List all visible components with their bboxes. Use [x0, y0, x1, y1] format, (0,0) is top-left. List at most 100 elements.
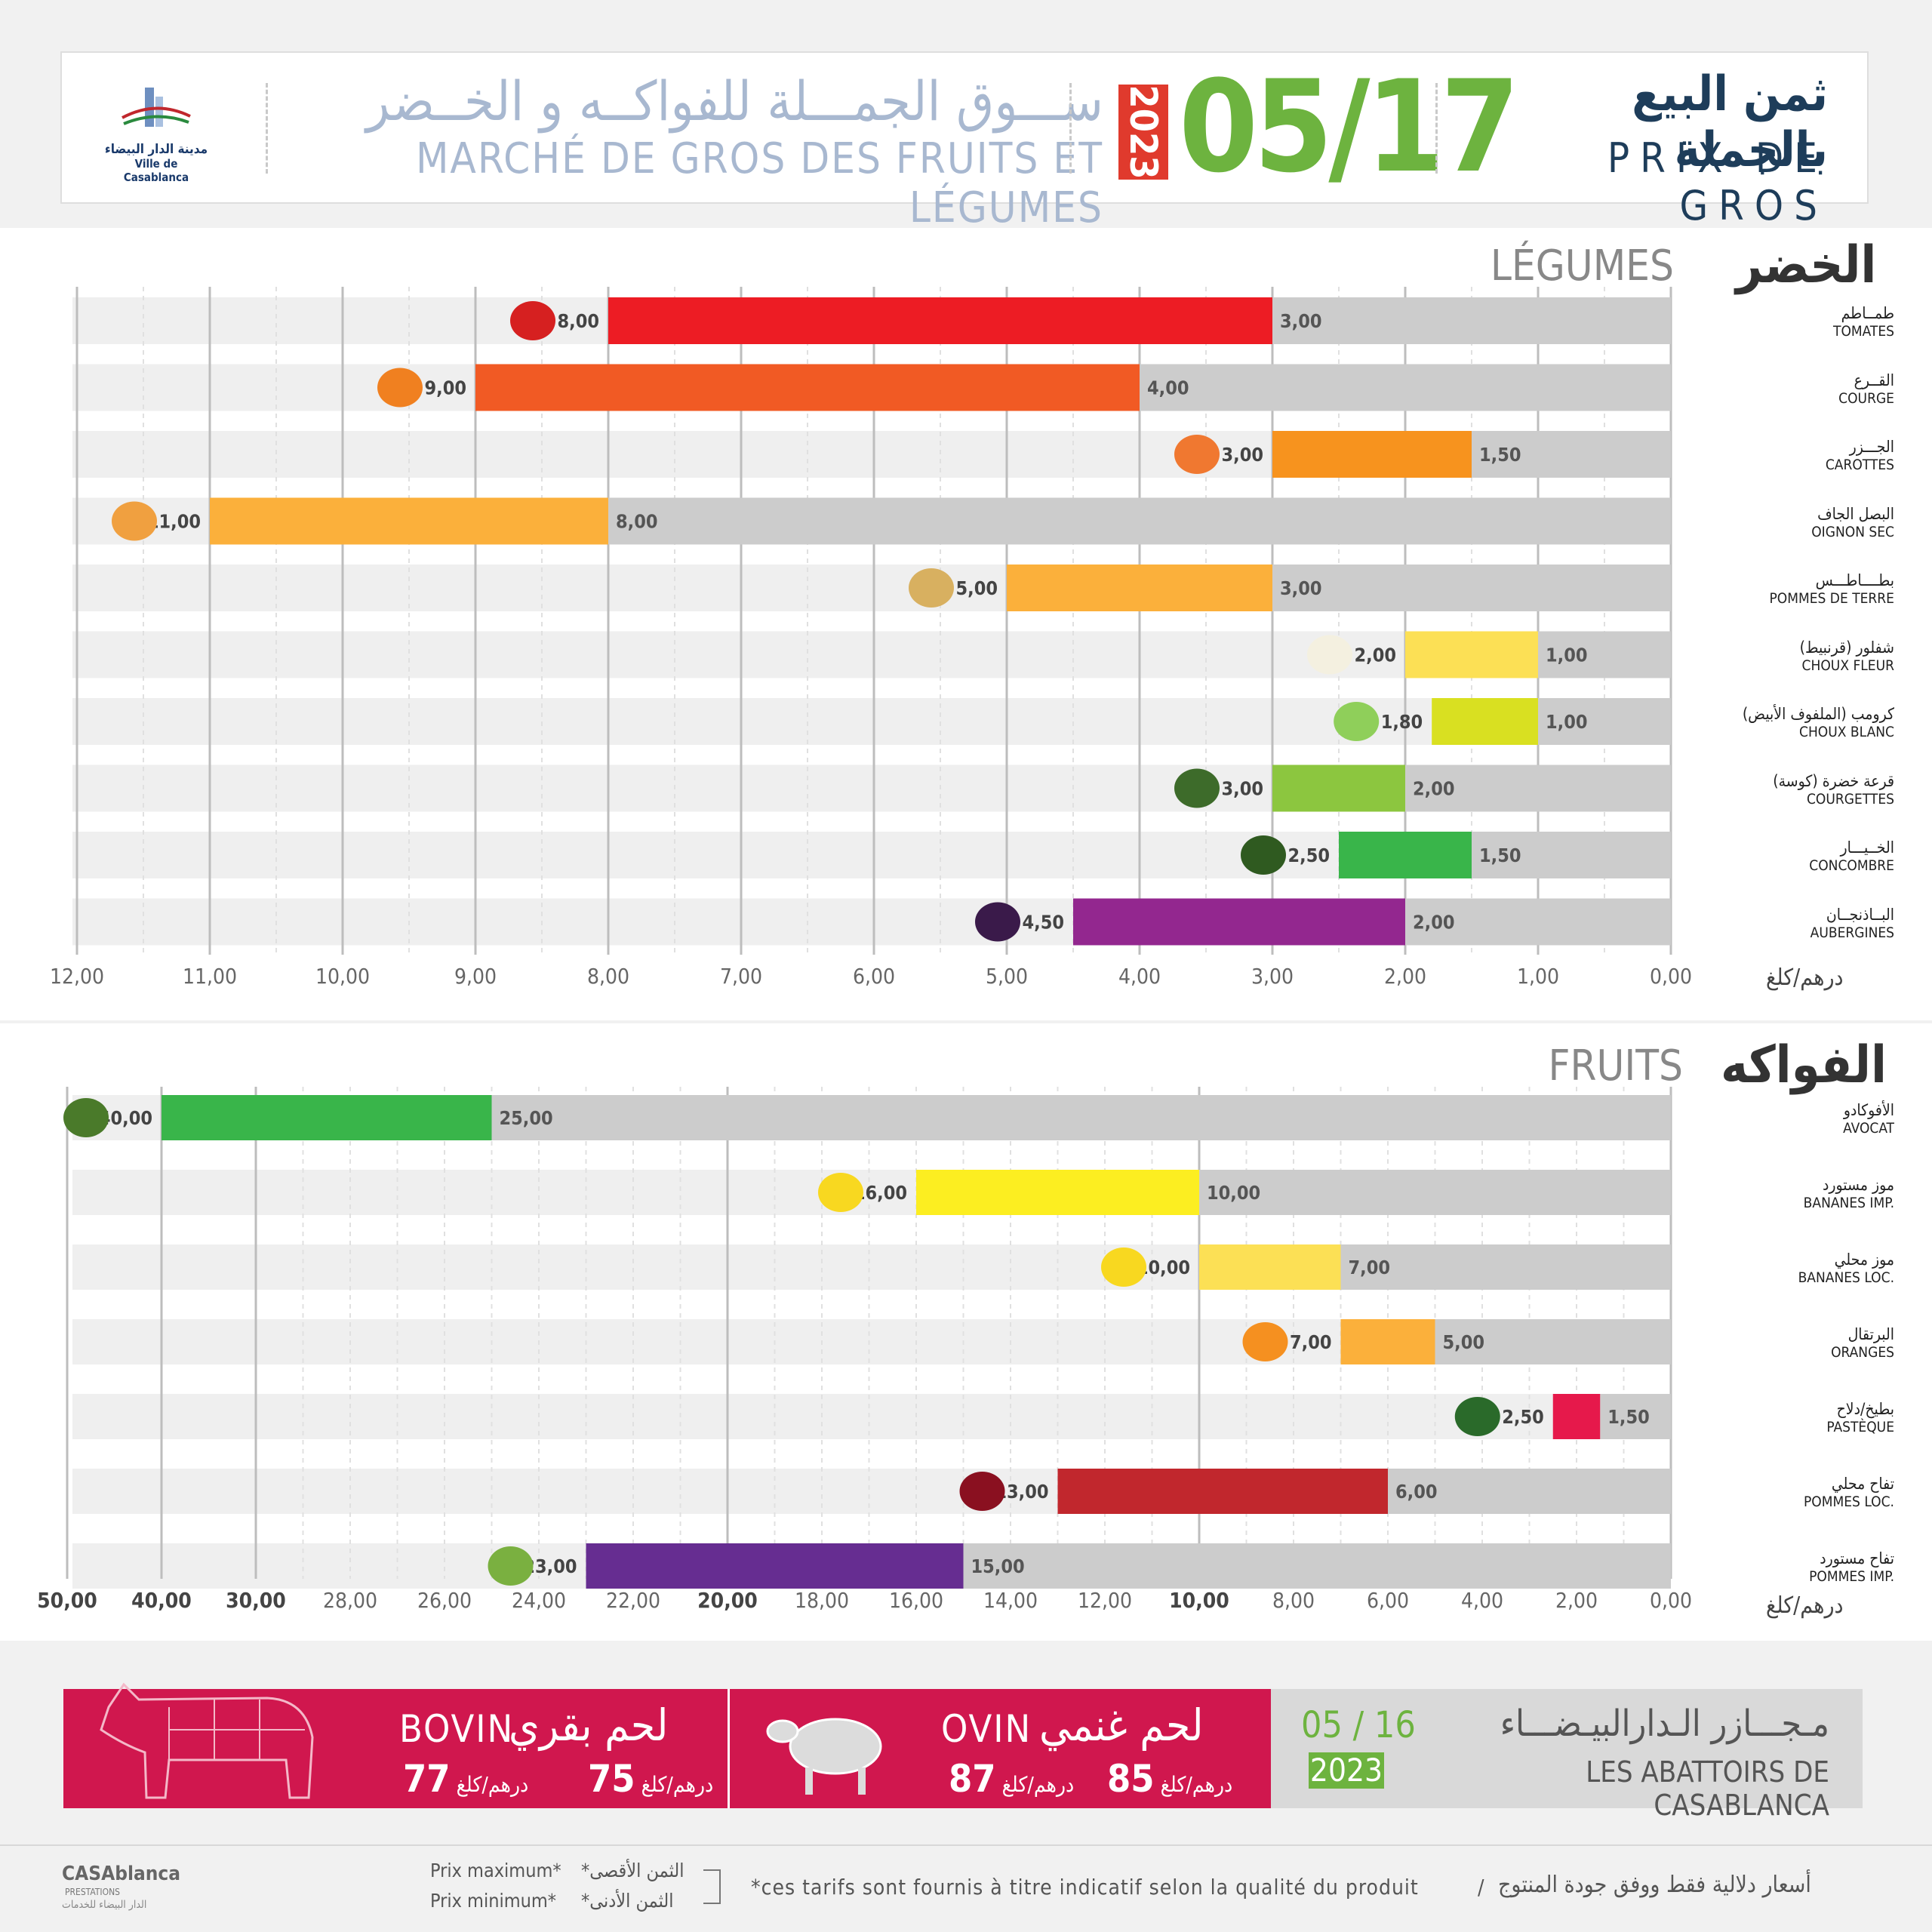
- zucchini-icon: [1174, 768, 1220, 808]
- abattoirs-title-fr: LES ABATTOIRS DE CASABLANCA: [1586, 1755, 1829, 1822]
- casablanca-logo: مدينة الدار البيضاء Ville de Casablanca: [103, 83, 209, 184]
- divider: [1069, 83, 1072, 174]
- tick-label: 30,00: [226, 1588, 286, 1613]
- logo-text-fr: Ville de Casablanca: [123, 157, 189, 184]
- tick-label: 2,00: [1555, 1588, 1598, 1613]
- vegetables-chart: 3,00 8,00 4,00 9,00 1,50 3,00 8,00 11,00 3,00 5,0…: [50, 287, 1692, 989]
- abattoirs-date: 05 / 16: [1301, 1704, 1416, 1746]
- cow-icon: [100, 1682, 314, 1799]
- tick-label: 14,00: [983, 1588, 1038, 1613]
- row-label-ar: قرعة خضرة (كوسة): [1773, 771, 1894, 790]
- min-price-label: 6,00: [1395, 1481, 1438, 1503]
- row-label: بطيخ/دلاح PASTÈQUE: [1826, 1400, 1894, 1436]
- tick-label: 6,00: [1367, 1588, 1409, 1613]
- row-label-ar: الجـــزر: [1849, 438, 1894, 456]
- bovin-max: 77: [403, 1757, 451, 1801]
- min-price-bar: [963, 1543, 1671, 1589]
- row-label-fr: ORANGES: [1831, 1344, 1894, 1361]
- row-label: البــاذنجــان AUBERGINES: [1810, 906, 1894, 942]
- row-label-ar: كرومب (الملفوف الأبيض): [1742, 705, 1894, 723]
- price-range-bar: [608, 297, 1272, 344]
- tick-label: 8,00: [1272, 1588, 1315, 1613]
- min-price-bar: [1600, 1394, 1671, 1439]
- tick-label: 28,00: [323, 1588, 377, 1613]
- footer-brand: CASAblanca: [62, 1863, 181, 1885]
- tick-label: 4,00: [1118, 964, 1161, 989]
- min-price-label: 8,00: [616, 511, 658, 533]
- price-range-bar: [162, 1095, 492, 1140]
- tick-label: 24,00: [512, 1588, 566, 1613]
- min-price-bar: [1472, 832, 1671, 878]
- row-label-fr: AVOCAT: [1843, 1120, 1894, 1137]
- row-label-ar: بطيخ/دلاح: [1836, 1400, 1894, 1418]
- min-price-label: 3,00: [1280, 310, 1322, 332]
- row-label: طمــاطم TOMATES: [1833, 304, 1894, 340]
- abattoirs-panel: 05 / 16 2023 مـجـــازر الـدارالبيـضـــاء…: [1271, 1689, 1863, 1822]
- footer-divider: [0, 1844, 1932, 1846]
- cucumber-icon: [1241, 835, 1286, 875]
- min-price-label: 3,00: [1280, 577, 1322, 599]
- footer-note: *ces tarifs sont fournis à titre indicat…: [751, 1875, 1419, 1900]
- footer-brand-ar: الدار البيضاء للخدمات: [62, 1899, 147, 1911]
- potato-icon: [909, 568, 954, 608]
- tick-label: 18,00: [795, 1588, 849, 1613]
- unit: درهم/كلغ: [1160, 1772, 1233, 1797]
- max-price-label: 2,50: [1288, 844, 1331, 866]
- vegetables-title-fr: LÉGUMES: [1490, 242, 1674, 291]
- min-price-label: 4,00: [1147, 377, 1189, 399]
- row-label-ar: بطــــاطـــس: [1815, 571, 1894, 589]
- bovin-title-fr: BOVIN: [399, 1707, 515, 1751]
- max-price-label: 8,00: [558, 310, 600, 332]
- abattoirs-title-ar: مـجـــازر الـدارالبيـضـــاء: [1500, 1703, 1829, 1745]
- watermelon-icon: [1454, 1397, 1500, 1436]
- row-label-ar: شفلور (قرنبيط): [1799, 638, 1894, 657]
- price-range-bar: [1272, 764, 1405, 812]
- row-stripe: [72, 1394, 1671, 1439]
- abattoirs-year: 2023: [1309, 1752, 1384, 1789]
- tick-label: 8,00: [587, 964, 629, 989]
- header: مدينة الدار البيضاء Ville de Casablanca …: [60, 51, 1869, 232]
- min-price-label: 1,00: [1546, 645, 1588, 666]
- city-logo-icon: [122, 88, 191, 127]
- row-label-ar: تفاح مستورد: [1820, 1549, 1894, 1567]
- min-price-bar: [1538, 698, 1671, 745]
- row-label-fr: BANANES IMP.: [1803, 1195, 1894, 1211]
- min-price-bar: [1272, 297, 1671, 344]
- banana-icon: [1101, 1247, 1146, 1287]
- fruits-title-ar: الفواكه: [1721, 1035, 1887, 1095]
- footer-note-ar: أسعار دلالية فقط ووفق جودة المنتوج: [1498, 1872, 1811, 1898]
- fruits-title-fr: FRUITS: [1548, 1041, 1683, 1091]
- tick-label: 22,00: [606, 1588, 660, 1613]
- market-title-ar: ســـوق الجمـــلة للفواكــه و الخــضر: [366, 69, 1103, 133]
- tick-label: 12,00: [1078, 1588, 1132, 1613]
- row-label-ar: البصل الجاف: [1817, 504, 1894, 523]
- sheep-icon: [766, 1718, 882, 1795]
- price-range-bar: [1552, 1394, 1601, 1439]
- tick-label: 6,00: [853, 964, 895, 989]
- price-range-bar: [475, 364, 1140, 411]
- unit: درهم/كلغ: [1001, 1772, 1075, 1797]
- price-range-bar: [1199, 1244, 1341, 1290]
- tick-label: 10,00: [315, 964, 370, 989]
- price-range-bar: [1339, 832, 1472, 878]
- min-price-label: 15,00: [971, 1555, 1025, 1577]
- max-price-label: 1,80: [1381, 711, 1423, 733]
- min-price-label: 5,00: [1443, 1331, 1485, 1353]
- row-label-fr: CHOUX FLEUR: [1801, 657, 1894, 674]
- row-label-fr: COURGETTES: [1806, 790, 1894, 808]
- price-range-bar: [1272, 431, 1472, 478]
- ovin-min: 85: [1107, 1757, 1155, 1801]
- price-range-bar: [586, 1543, 964, 1589]
- min-price-label: 25,00: [500, 1107, 553, 1129]
- apples-icon: [488, 1546, 534, 1586]
- footer-brand-sub: PRESTATIONS: [65, 1887, 120, 1897]
- row-label: الخــيـــار CONCOMBRE: [1809, 838, 1894, 875]
- max-price-label: 3,00: [1222, 778, 1264, 800]
- row-label-fr: TOMATES: [1833, 323, 1894, 340]
- min-price-label: 2,00: [1413, 778, 1455, 800]
- row-label-fr: COURGE: [1838, 389, 1894, 407]
- vegetables-unit: درهم/كلغ: [1766, 964, 1844, 991]
- logo-text-ar: مدينة الدار البيضاء: [104, 142, 208, 157]
- row-label: تفاح مستورد POMMES IMP.: [1809, 1549, 1894, 1586]
- row-label-fr: CONCOMBRE: [1809, 857, 1894, 874]
